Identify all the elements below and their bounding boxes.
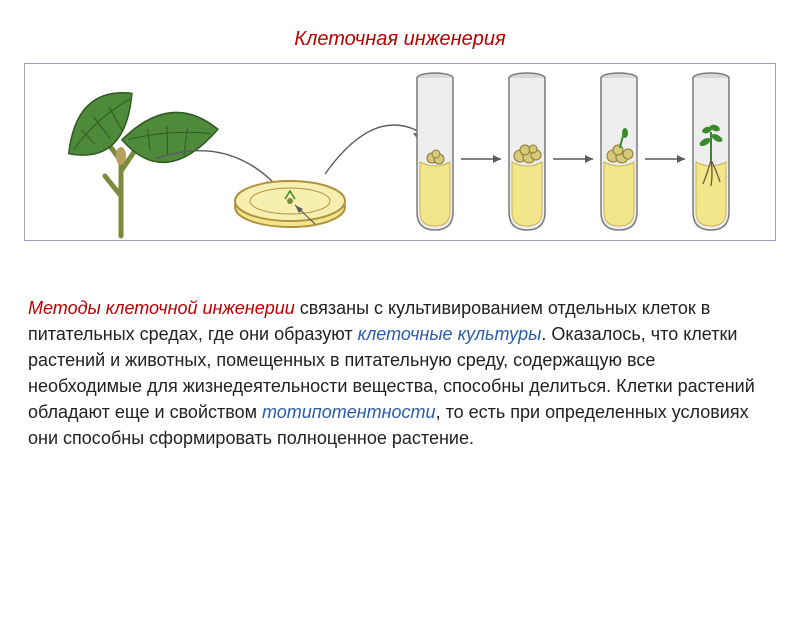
arrow-t2-t3 [553,155,593,163]
em-totipotency: тотипотентности [262,402,436,422]
plant-cutting [54,86,220,236]
diagram-container [24,63,776,241]
arrow-t3-t4 [645,155,685,163]
test-tube-2 [509,73,545,230]
em-cultures: клеточные культуры [358,324,542,344]
arrow-t1-t2 [461,155,501,163]
petri-dish [235,181,345,227]
description-paragraph: Методы клеточной инженерии связаны с кул… [28,295,772,452]
tissue-culture-diagram [25,64,775,240]
page-title: Клеточная инженерия [0,28,800,51]
em-methods: Методы клеточной инженерии [28,298,295,318]
test-tube-1 [417,73,453,230]
arrow-dish-to-tube1 [325,125,423,174]
test-tube-4 [693,73,729,230]
test-tube-3 [601,73,637,230]
